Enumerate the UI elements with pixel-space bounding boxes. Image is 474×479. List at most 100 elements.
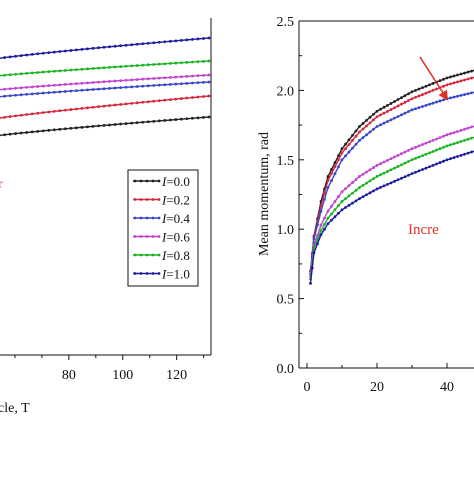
left-series-point bbox=[25, 54, 28, 57]
right-series-point bbox=[355, 199, 358, 202]
right-series-point bbox=[383, 161, 386, 164]
right-series-point bbox=[369, 191, 372, 194]
left-series-point bbox=[147, 84, 150, 87]
left-series-point bbox=[81, 89, 84, 92]
left-series-point bbox=[31, 53, 34, 56]
right-series-point bbox=[379, 108, 382, 111]
right-series-point bbox=[460, 73, 463, 76]
right-series-point bbox=[372, 177, 375, 180]
right-y-tick-label: 0.5 bbox=[277, 293, 295, 308]
left-series-point bbox=[180, 97, 183, 100]
right-series-point bbox=[341, 158, 344, 161]
right-y-tick-label: 1.5 bbox=[277, 154, 295, 169]
right-series-point bbox=[337, 204, 340, 207]
right-series-point bbox=[439, 100, 442, 103]
right-series-point bbox=[432, 89, 435, 92]
right-series-point bbox=[362, 173, 365, 176]
right-series-point bbox=[407, 110, 410, 113]
legend-swatch-point bbox=[146, 180, 149, 183]
left-series-point bbox=[47, 111, 50, 114]
right-series-point bbox=[414, 157, 417, 160]
right-series-point bbox=[323, 198, 326, 201]
legend-swatch-point bbox=[134, 272, 137, 275]
left-series-point bbox=[31, 86, 34, 89]
right-series-point bbox=[334, 172, 337, 175]
left-series-point bbox=[36, 71, 39, 74]
left-series-point bbox=[97, 81, 100, 84]
left-series-point bbox=[202, 81, 205, 84]
left-series-point bbox=[125, 86, 128, 89]
left-series-point bbox=[47, 91, 50, 94]
right-series-point bbox=[400, 152, 403, 155]
left-series-point bbox=[197, 38, 200, 41]
right-series-point bbox=[400, 113, 403, 116]
left-series-point bbox=[58, 69, 61, 72]
left-series-point bbox=[186, 117, 189, 120]
right-series-point bbox=[379, 186, 382, 189]
left-series-point bbox=[31, 72, 34, 75]
right-series-point bbox=[341, 200, 344, 203]
right-series-point bbox=[435, 88, 438, 91]
left-series-point bbox=[141, 42, 144, 45]
right-series-point bbox=[432, 150, 435, 153]
left-series-point bbox=[208, 74, 211, 77]
right-series-point bbox=[393, 106, 396, 109]
left-series-point bbox=[147, 63, 150, 66]
left-series-point bbox=[86, 106, 89, 109]
right-series-point bbox=[446, 158, 449, 161]
legend-swatch-point bbox=[146, 235, 149, 238]
right-series-point bbox=[432, 102, 435, 105]
legend-swatch-point bbox=[146, 217, 149, 220]
legend-swatch-point bbox=[158, 235, 161, 238]
right-series-point bbox=[313, 238, 316, 241]
right-series-point bbox=[407, 149, 410, 152]
legend-swatch-point bbox=[140, 272, 143, 275]
left-series-point bbox=[169, 98, 172, 101]
right-series-point bbox=[320, 224, 323, 227]
legend-swatch-point bbox=[134, 254, 137, 257]
right-series-point bbox=[334, 215, 337, 218]
right-series-point bbox=[344, 155, 347, 158]
right-series-point bbox=[425, 85, 428, 88]
left-series-point bbox=[14, 115, 17, 118]
left-series-point bbox=[31, 131, 34, 134]
left-series-point bbox=[25, 131, 28, 134]
right-series-point bbox=[460, 94, 463, 97]
left-series-point bbox=[130, 43, 133, 46]
left-x-tick-label: 120 bbox=[166, 368, 187, 383]
left-series-point bbox=[130, 102, 133, 105]
right-series-point bbox=[386, 110, 389, 113]
legend-entry: I=0.0 bbox=[161, 174, 190, 189]
right-series-point bbox=[323, 228, 326, 231]
left-series-point bbox=[20, 72, 23, 75]
left-series-point bbox=[108, 45, 111, 48]
left-series-point bbox=[114, 80, 117, 83]
left-series-point bbox=[191, 96, 194, 99]
right-series-point bbox=[330, 205, 333, 208]
right-series-point bbox=[456, 74, 459, 77]
right-series-point bbox=[372, 113, 375, 116]
left-series-point bbox=[97, 46, 100, 49]
left-series-point bbox=[92, 47, 95, 50]
right-series-point bbox=[337, 158, 340, 161]
left-series-point bbox=[147, 100, 150, 103]
left-series-point bbox=[197, 60, 200, 63]
left-series-point bbox=[158, 77, 161, 80]
right-series-point bbox=[351, 134, 354, 137]
right-series-point bbox=[397, 115, 400, 118]
left-series-point bbox=[197, 74, 200, 77]
left-series-point bbox=[208, 37, 211, 40]
left-series-point bbox=[152, 84, 155, 87]
right-series-point bbox=[320, 229, 323, 232]
left-series-point bbox=[147, 77, 150, 80]
right-y-tick-label: 2.5 bbox=[277, 15, 295, 30]
left-series-point bbox=[136, 101, 139, 104]
right-series-point bbox=[365, 182, 368, 185]
right-series-point bbox=[449, 132, 452, 135]
left-series-point bbox=[47, 51, 50, 54]
left-series-point bbox=[197, 96, 200, 99]
left-series-point bbox=[42, 92, 45, 95]
right-series-point bbox=[456, 141, 459, 144]
left-series-point bbox=[75, 68, 78, 71]
left-series-point bbox=[208, 116, 211, 119]
